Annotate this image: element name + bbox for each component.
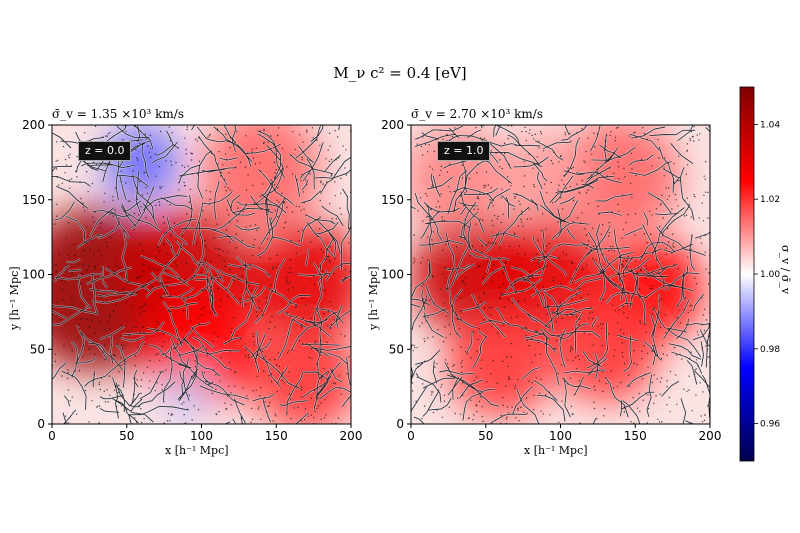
panel-right-redshift-label: z = 1.0 — [437, 141, 491, 161]
heatmap-panel-right: 0 50 100 150 200 0 50 100 150 200 — [381, 118, 722, 443]
panel-left-x-axis-label: x [h⁻¹ Mpc] — [165, 444, 229, 457]
panel-left-title: σ̄_v = 1.35 ×10³ km/s — [52, 107, 184, 121]
figure-title: M_ν c² = 0.4 [eV] — [333, 64, 467, 82]
colorbar-tick-label-1.02: 1.02 — [760, 195, 780, 205]
x-tick-label-left-150: 150 — [265, 429, 288, 443]
colorbar-tick-label-0.96: 0.96 — [760, 420, 780, 430]
field-region-right-5 — [560, 125, 681, 238]
panel-left-y-axis-label: y [h⁻¹ Mpc] — [8, 266, 21, 330]
x-tick-label-right-150: 150 — [624, 429, 647, 443]
colorbar-tick-label-0.98: 0.98 — [760, 345, 780, 355]
x-tick-label-left-200: 200 — [340, 429, 363, 443]
heatmap-panel-left: 0 50 100 150 200 0 50 100 150 200 — [22, 118, 363, 443]
colorbar-label: σ_v / σ̄_v — [779, 245, 792, 295]
y-tick-label-right-100: 100 — [381, 268, 404, 282]
y-tick-label-left-0: 0 — [37, 417, 45, 431]
x-tick-label-right-100: 100 — [549, 429, 572, 443]
x-tick-label-left-100: 100 — [190, 429, 213, 443]
y-tick-label-left-150: 150 — [22, 193, 45, 207]
y-tick-label-left-50: 50 — [30, 342, 45, 356]
y-tick-label-right-200: 200 — [381, 118, 404, 132]
panel-right-x-axis-label: x [h⁻¹ Mpc] — [524, 444, 588, 457]
filament-network-right — [411, 125, 710, 424]
y-tick-label-right-50: 50 — [389, 342, 404, 356]
colorbar: 0.96 0.98 1.00 1.02 1.04 — [739, 86, 780, 462]
x-tick-label-right-50: 50 — [478, 429, 493, 443]
colorbar-tick-label-1.00: 1.00 — [760, 270, 780, 280]
panel-left-redshift-label: z = 0.0 — [78, 141, 132, 161]
x-tick-label-left-0: 0 — [48, 429, 56, 443]
y-tick-label-left-200: 200 — [22, 118, 45, 132]
field-region-left-2 — [246, 222, 351, 342]
y-tick-label-right-150: 150 — [381, 193, 404, 207]
field-region-right-3 — [553, 296, 658, 402]
x-tick-label-left-50: 50 — [119, 429, 134, 443]
x-tick-label-right-0: 0 — [407, 429, 415, 443]
colorbar-gradient — [739, 86, 755, 462]
y-tick-label-left-100: 100 — [22, 268, 45, 282]
x-tick-label-right-200: 200 — [699, 429, 722, 443]
filament-network-left — [52, 125, 351, 424]
halo-points-left — [54, 125, 351, 424]
field-region-right-4 — [448, 311, 554, 417]
panel-right-y-axis-label: y [h⁻¹ Mpc] — [367, 266, 380, 330]
panel-right-title: σ̄_v = 2.70 ×10³ km/s — [411, 107, 543, 121]
y-tick-label-right-0: 0 — [396, 417, 404, 431]
colorbar-tick-label-1.04: 1.04 — [760, 120, 780, 130]
